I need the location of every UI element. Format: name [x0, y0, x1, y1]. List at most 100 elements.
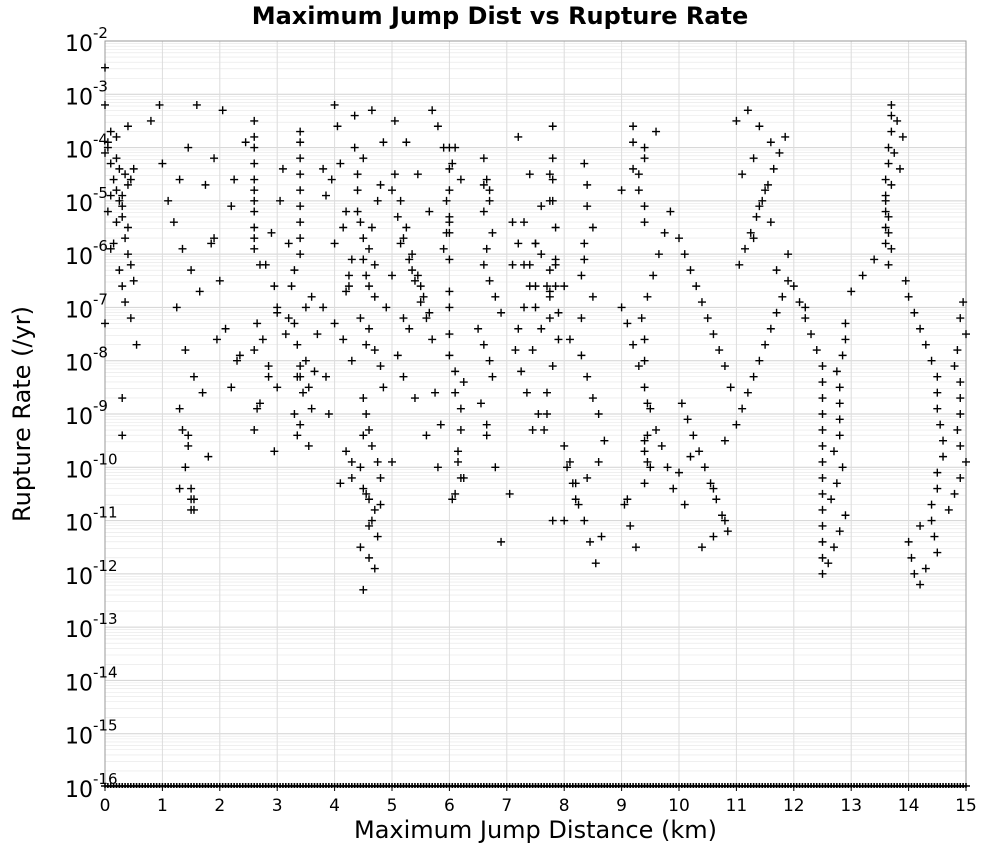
data-point — [838, 351, 847, 360]
data-point — [410, 276, 419, 285]
data-point — [189, 505, 198, 514]
data-point — [413, 170, 422, 179]
data-point — [583, 180, 592, 189]
data-point — [491, 463, 500, 472]
data-point — [215, 276, 224, 285]
data-point — [388, 457, 396, 466]
data-point — [273, 383, 282, 392]
data-point — [904, 292, 913, 301]
data-point — [893, 116, 902, 125]
data-point — [296, 127, 305, 136]
data-point — [677, 399, 686, 408]
data-point — [445, 303, 454, 312]
data-point — [617, 303, 626, 312]
data-point — [646, 463, 655, 472]
data-point — [818, 569, 827, 578]
data-point — [884, 228, 893, 237]
data-point — [115, 164, 124, 173]
data-point — [580, 255, 589, 264]
data-point — [548, 196, 557, 205]
data-point — [654, 250, 663, 259]
data-point — [789, 282, 798, 291]
data-point — [419, 292, 428, 301]
data-point — [537, 250, 546, 259]
data-point — [577, 271, 586, 280]
data-point — [270, 282, 279, 291]
data-point — [373, 457, 382, 466]
data-point — [393, 351, 402, 360]
data-point — [916, 580, 925, 589]
data-point — [939, 452, 948, 461]
data-point — [399, 234, 408, 243]
data-point — [818, 362, 827, 371]
data-point — [686, 266, 695, 275]
data-point — [588, 292, 597, 301]
data-point — [548, 362, 557, 371]
data-point — [956, 473, 965, 482]
data-point — [775, 148, 784, 157]
data-point — [342, 447, 351, 456]
data-point — [640, 436, 649, 445]
x-tick-label: 13 — [840, 796, 862, 816]
y-tick-label: 10-9 — [65, 397, 108, 430]
data-point — [738, 170, 747, 179]
data-point — [548, 154, 557, 163]
data-point — [835, 431, 844, 440]
data-point — [910, 569, 919, 578]
data-point — [293, 372, 302, 381]
data-point — [362, 410, 371, 418]
data-point — [669, 484, 678, 493]
data-point — [261, 260, 270, 269]
data-point — [565, 335, 574, 344]
data-point — [155, 100, 164, 109]
data-point — [359, 154, 368, 163]
data-point — [778, 292, 787, 301]
data-point — [296, 420, 305, 429]
data-point — [554, 335, 563, 344]
data-point — [560, 441, 569, 450]
data-point — [210, 154, 219, 163]
data-point — [583, 202, 592, 211]
data-point — [370, 346, 379, 355]
data-point — [838, 463, 847, 472]
data-point — [531, 303, 540, 312]
x-tick-label: 2 — [214, 796, 225, 816]
data-point — [841, 319, 850, 328]
data-point — [895, 164, 904, 173]
y-tick-label: 10-2 — [65, 24, 108, 57]
data-point — [950, 362, 959, 371]
data-point — [330, 239, 339, 248]
data-point — [629, 340, 638, 349]
data-point — [405, 324, 414, 333]
data-point — [560, 516, 569, 525]
data-point — [818, 473, 827, 482]
data-point — [324, 410, 333, 418]
data-point — [718, 511, 727, 520]
data-point — [287, 282, 296, 291]
data-point — [313, 330, 322, 339]
data-point — [772, 308, 781, 317]
data-point — [956, 378, 965, 387]
data-point — [591, 559, 600, 568]
data-point — [362, 271, 371, 280]
data-point — [910, 308, 919, 317]
data-point — [540, 425, 549, 434]
data-point — [399, 372, 408, 381]
data-point — [451, 489, 460, 498]
data-point — [178, 425, 187, 434]
data-point — [250, 234, 259, 243]
floor-data-point — [962, 783, 970, 788]
x-tick-label: 6 — [444, 796, 455, 816]
data-point — [640, 447, 649, 456]
y-tick-label: 10-8 — [65, 344, 108, 377]
data-point — [250, 175, 259, 184]
data-point — [359, 234, 368, 243]
data-point — [551, 282, 560, 291]
data-point — [720, 436, 729, 445]
data-point — [643, 457, 652, 466]
data-point — [304, 383, 313, 392]
data-point — [365, 553, 374, 562]
data-point — [887, 111, 896, 120]
data-point — [835, 415, 844, 424]
data-point — [290, 410, 299, 418]
